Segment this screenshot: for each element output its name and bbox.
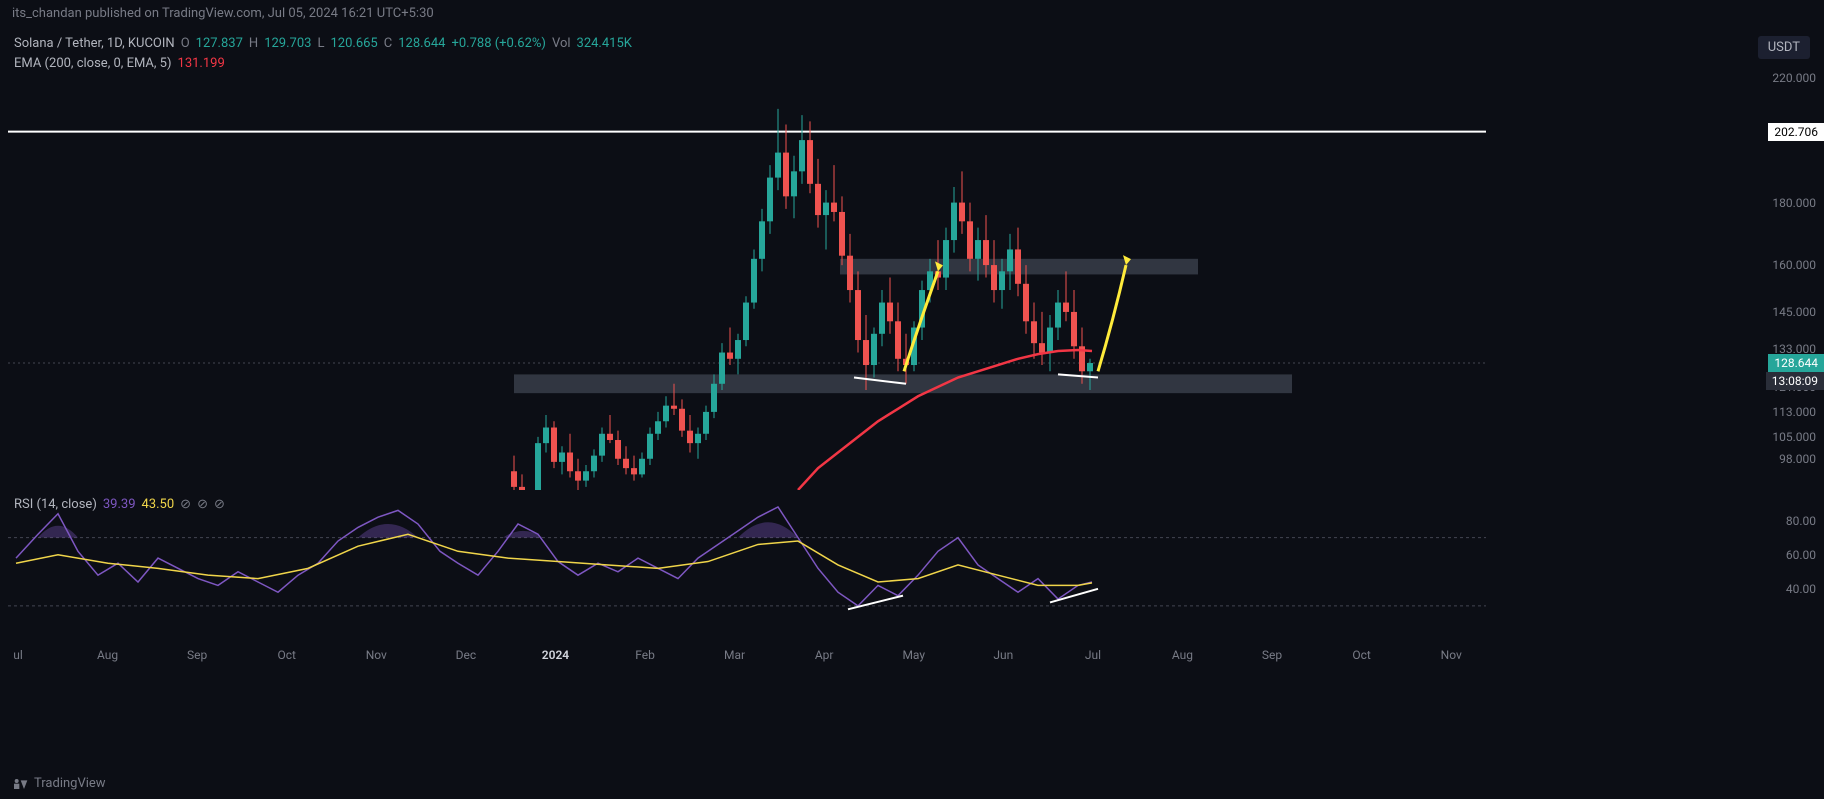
countdown-tag: 13:08:09 xyxy=(1766,372,1824,390)
currency-badge[interactable]: USDT xyxy=(1758,36,1810,59)
price-tick: 105.000 xyxy=(1772,430,1816,444)
footer-brand: TradingView xyxy=(34,776,106,791)
time-tick: Nov xyxy=(366,648,387,662)
price-chart[interactable] xyxy=(8,62,1486,490)
time-tick: Feb xyxy=(635,648,655,662)
settings-dot-icon: ⊘ xyxy=(180,497,191,512)
ohlc-o: 127.837 xyxy=(196,36,243,51)
price-tick: 145.000 xyxy=(1772,305,1816,319)
price-tick: 98.000 xyxy=(1779,452,1816,466)
tradingview-logo: TradingView xyxy=(12,775,106,791)
ohlc-h-label: H xyxy=(249,36,258,51)
price-tick: 220.000 xyxy=(1772,71,1816,85)
rsi-yellow-value: 43.50 xyxy=(142,497,175,512)
price-tick: 180.000 xyxy=(1772,196,1816,210)
rsi-info-row: RSI (14, close) 39.39 43.50 ⊘ ⊘ ⊘ xyxy=(14,497,225,512)
rsi-tick: 80.00 xyxy=(1786,514,1816,528)
symbol-info-row: Solana / Tether, 1D, KUCOIN O 127.837 H 12… xyxy=(14,36,632,51)
symbol-pair: Solana / Tether, 1D, KUCOIN xyxy=(14,36,175,51)
time-tick: Jul xyxy=(1085,648,1101,662)
price-tick: 113.000 xyxy=(1772,405,1816,419)
settings-dot-icon: ⊘ xyxy=(197,497,208,512)
attribution-text: its_chandan published on TradingView.com… xyxy=(0,0,1824,27)
time-axis[interactable]: ul Aug Sep Oct Nov Dec 2024 Feb Mar Apr May Jun Jul A… xyxy=(8,648,1486,668)
rsi-axis[interactable]: 80.00 60.00 40.00 xyxy=(1764,495,1824,640)
ohlc-l-label: L xyxy=(317,36,324,51)
ohlc-o-label: O xyxy=(181,36,190,51)
ohlc-c: 128.644 xyxy=(398,36,445,51)
time-tick: Sep xyxy=(187,648,207,662)
time-tick: Jun xyxy=(993,648,1013,662)
time-tick: Dec xyxy=(456,648,477,662)
vol-label: Vol xyxy=(552,36,571,51)
ohlc-change: +0.788 (+0.62%) xyxy=(451,36,545,51)
time-tick: Sep xyxy=(1262,648,1282,662)
ohlc-l: 120.665 xyxy=(330,36,377,51)
rsi-tick: 40.00 xyxy=(1786,582,1816,596)
ohlc-h: 129.703 xyxy=(264,36,311,51)
settings-dot-icon: ⊘ xyxy=(214,497,225,512)
vol-value: 324.415K xyxy=(577,36,632,51)
time-tick: ul xyxy=(13,648,23,662)
rsi-label: RSI (14, close) xyxy=(14,497,97,512)
time-tick: 2024 xyxy=(542,648,569,662)
rsi-chart[interactable] xyxy=(8,495,1486,640)
logo-icon xyxy=(12,775,28,791)
rsi-purple-value: 39.39 xyxy=(103,497,136,512)
resistance-price-tag: 202.706 xyxy=(1768,123,1824,141)
rsi-tick: 60.00 xyxy=(1786,548,1816,562)
time-tick: Oct xyxy=(277,648,295,662)
ohlc-c-label: C xyxy=(384,36,392,51)
time-tick: Oct xyxy=(1352,648,1370,662)
time-tick: Mar xyxy=(724,648,745,662)
current-price-tag: 128.644 xyxy=(1768,354,1824,372)
time-tick: Apr xyxy=(815,648,834,662)
price-tick: 160.000 xyxy=(1772,258,1816,272)
time-tick: Nov xyxy=(1441,648,1462,662)
time-tick: Aug xyxy=(97,648,118,662)
time-tick: May xyxy=(902,648,925,662)
time-tick: Aug xyxy=(1172,648,1193,662)
